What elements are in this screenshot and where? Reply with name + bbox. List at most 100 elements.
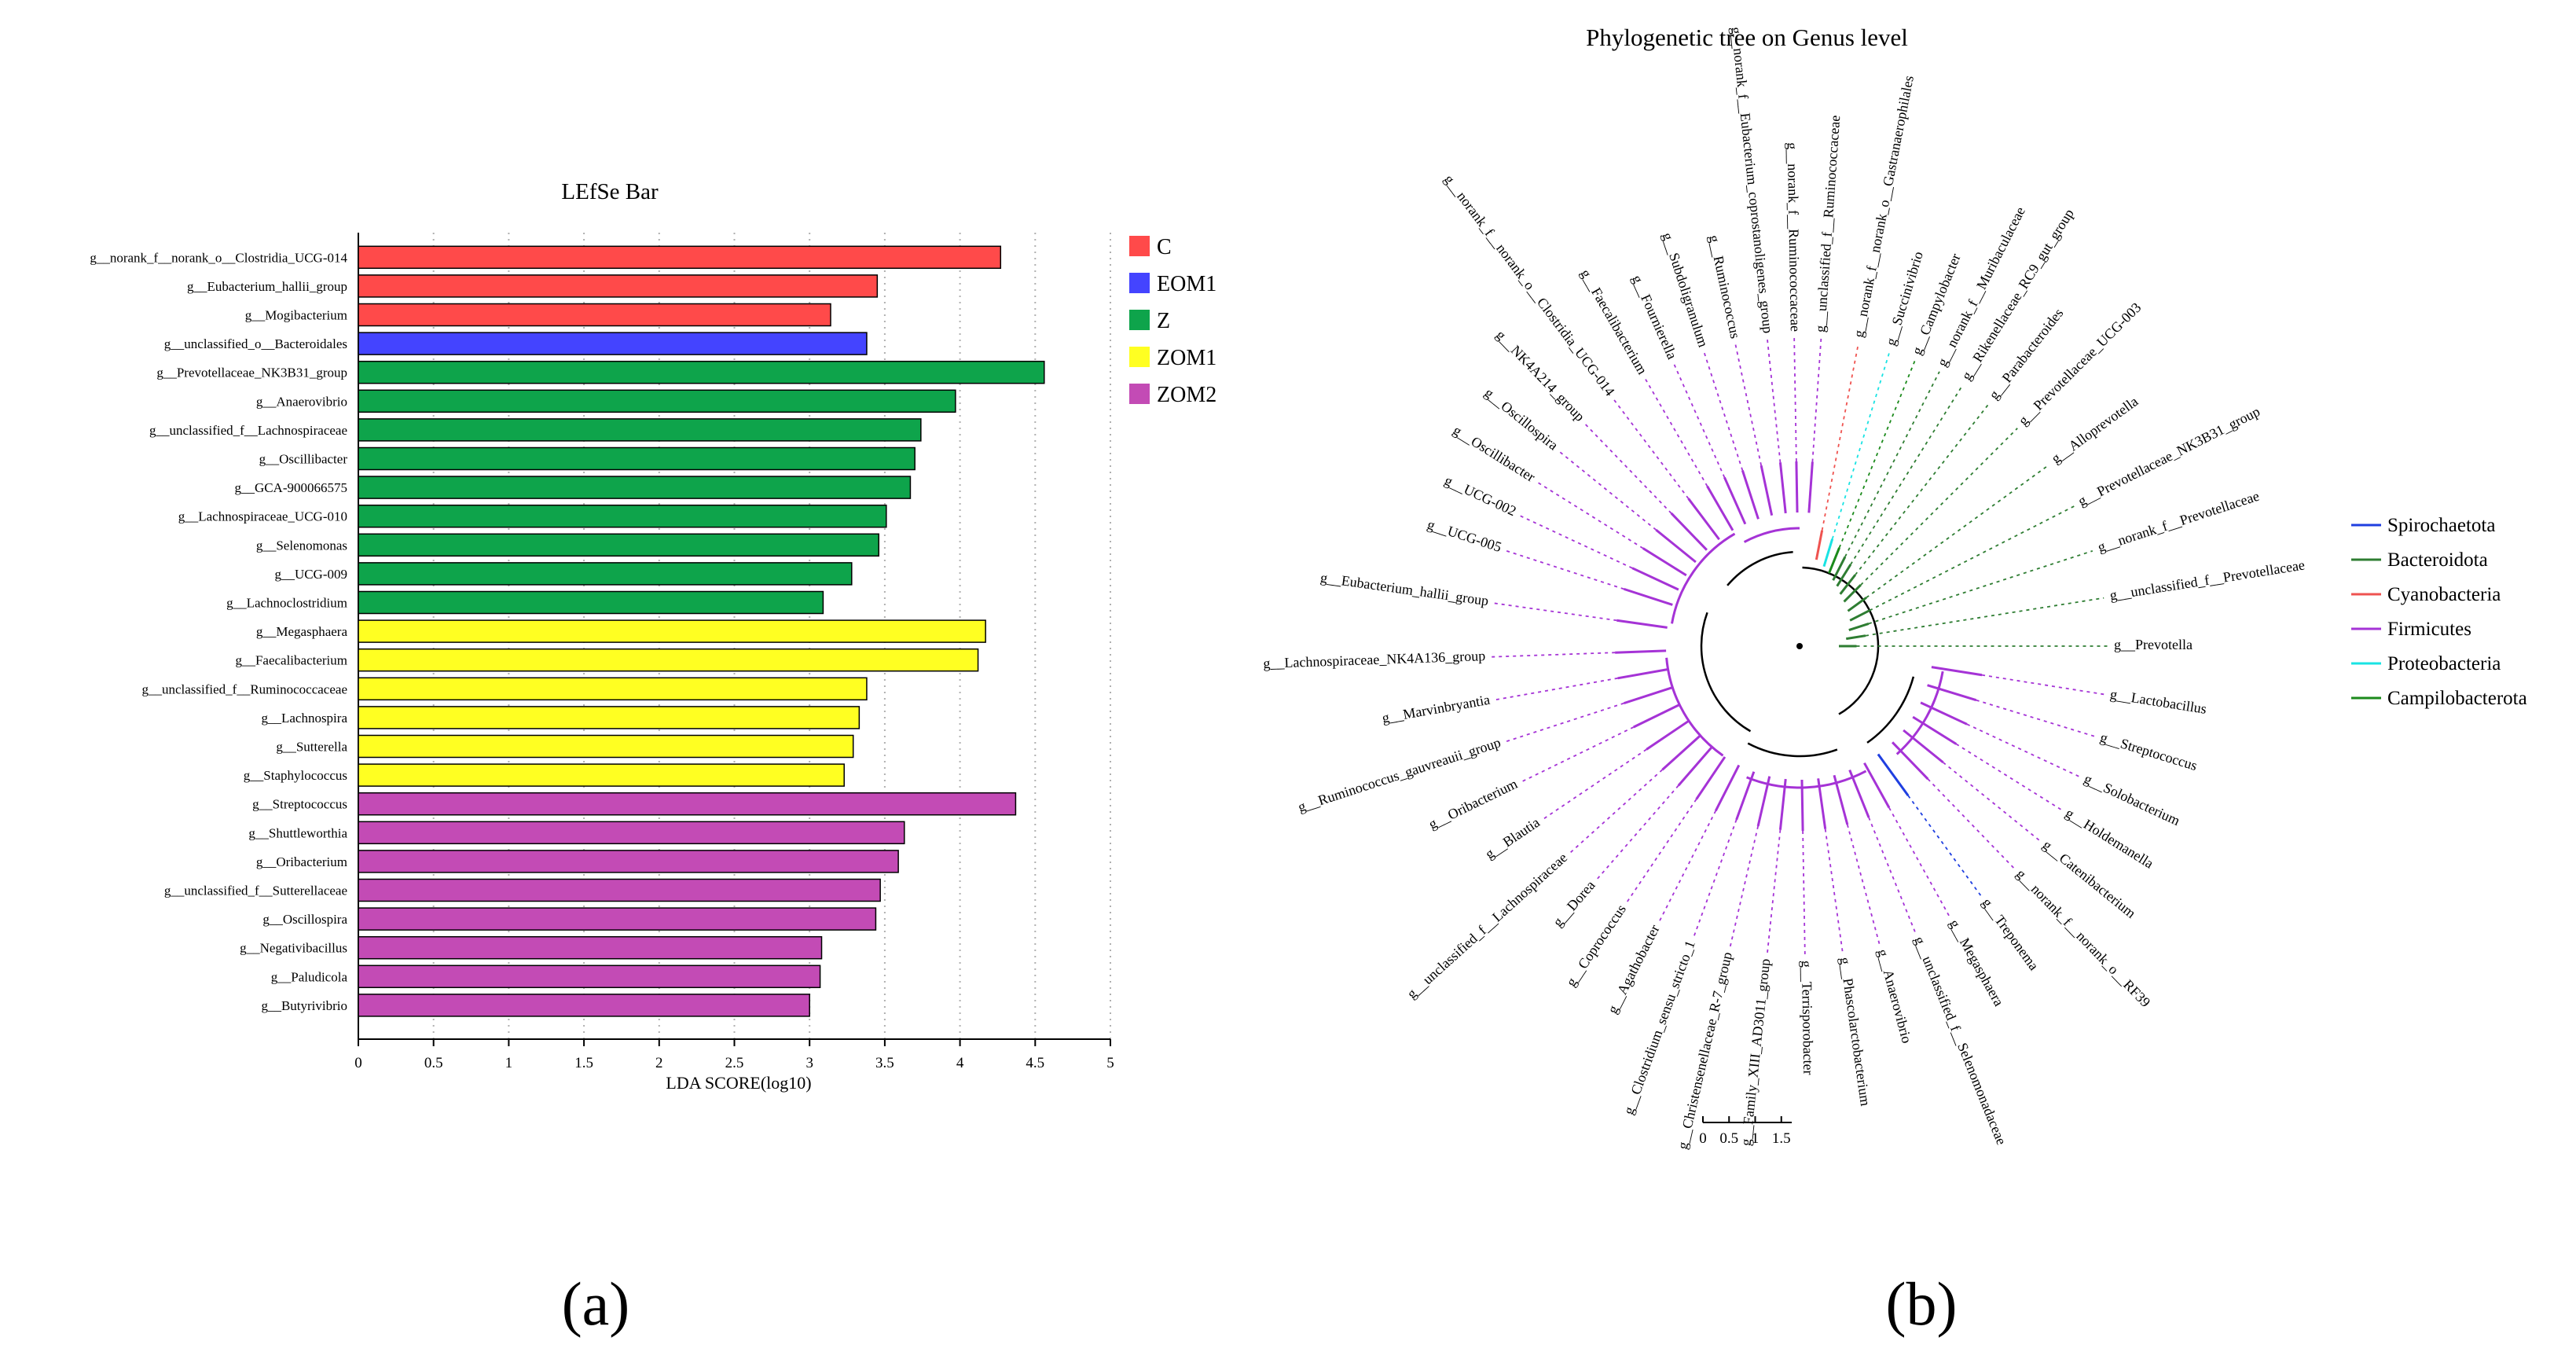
tree-leader: [1597, 784, 1679, 880]
x-tick-label: 1: [505, 1055, 513, 1071]
legend-swatch: [1129, 236, 1150, 256]
bar-label: g__Megasphaera: [256, 624, 348, 639]
tree-branch: [1836, 564, 1852, 587]
tree-branch: [1815, 530, 1824, 560]
tree-branch: [1741, 470, 1760, 520]
tree-leaf-label: g__Ruminococcus: [1706, 233, 1743, 340]
bar-label: g__Prevotellaceae_NK3B31_group: [156, 366, 347, 380]
lefse-x-axis: 0 0.5 1 1.5 2 2.5 3 3.5 4 4.5 5: [354, 1038, 1114, 1071]
tree-branch: [1846, 634, 1866, 641]
bar: [358, 476, 912, 499]
scale-tick-label: 0: [1699, 1130, 1707, 1147]
bar-label: g__Lachnoclostridium: [226, 596, 347, 611]
tree-leaf-label: g__Treponema: [1980, 895, 2042, 973]
tree-leaf-label: g__UCG-002: [1442, 472, 1518, 520]
panel-label-a: (a): [562, 1269, 630, 1338]
bar-label: g__unclassified_f__Ruminococcaceae: [141, 682, 347, 696]
tree-branch: [1848, 622, 1870, 632]
tree-branch: [1670, 512, 1708, 551]
tree-leader: [1838, 360, 1916, 549]
tree-leader: [1981, 674, 2104, 696]
tree-leader: [1506, 550, 1624, 590]
tree-arc: [1671, 532, 1736, 624]
tree-branch: [1931, 666, 1983, 677]
legend-swatch: [1129, 384, 1150, 404]
legend-label: ZOM1: [1157, 346, 1216, 370]
tree-leaf-label: g__norank_f__Prevotellaceae: [2096, 488, 2262, 555]
tree-branch: [1615, 649, 1667, 654]
tree-branch: [1912, 715, 1958, 745]
scale-tick-label: 1.5: [1772, 1130, 1791, 1147]
tree-leaf-label: g__norank_f__Eubacterium_coprostanoligen…: [1728, 26, 1776, 334]
tree-leaf-label: g__Megasphaera: [1947, 917, 2007, 1008]
tree-leaf-label: g__UCG-005: [1426, 516, 1503, 555]
bar: [358, 677, 868, 701]
bar-label: g__Negativibacillus: [240, 941, 347, 956]
tree-leaves: g__Prevotella g__unclassified_f__Prevotel…: [1263, 26, 2306, 1151]
tree-leader: [1495, 677, 1618, 700]
x-tick-label: 1.5: [574, 1055, 593, 1071]
bar-label: g__Oscillibacter: [259, 452, 348, 467]
tree-arc: [1665, 657, 1724, 757]
tree-leaf-label: g__unclassified_f__Selenomonadaceae: [1911, 934, 2009, 1147]
scale-tick-label: 1: [1752, 1130, 1760, 1147]
tree-leader: [1824, 828, 1844, 952]
tree-leader: [1927, 778, 2014, 869]
tree-legend-label: Firmicutes: [2387, 619, 2471, 640]
bar: [358, 389, 956, 413]
x-tick-label: 4: [956, 1055, 964, 1071]
tree-leader: [1492, 652, 1616, 658]
tree-branch: [1677, 746, 1713, 787]
tree-arc: [1802, 566, 1880, 715]
tree-leader: [1966, 723, 2079, 777]
tree-branch: [1863, 762, 1891, 809]
bar: [358, 533, 879, 557]
x-tick-label: 2.5: [725, 1055, 744, 1071]
tree-leader: [1868, 817, 1916, 932]
tree-branch: [1848, 770, 1870, 818]
tree-branch: [1631, 567, 1679, 591]
tree-scale-bar: 0 0.5 1 1.5: [1699, 1116, 1793, 1147]
tree-leaf-label: g__Dorea: [1550, 877, 1598, 930]
tree-leader: [1821, 344, 1859, 531]
bar-label: g__Butyrivibrio: [261, 998, 347, 1013]
panel-label-b: (b): [1886, 1269, 1958, 1338]
tree-leader: [1559, 451, 1657, 531]
tree-leader: [1613, 399, 1690, 499]
lefse-bar-panel: LEfSe Bar g__norank_f__norank_o__Clostri…: [90, 179, 1216, 1093]
bar-label: g__Eubacterium_hallii_group: [187, 279, 347, 294]
x-tick-label: 5: [1106, 1055, 1114, 1071]
tree-leader: [1520, 515, 1633, 569]
lefse-x-axis-label: LDA SCORE(log10): [666, 1073, 811, 1093]
tree-branch: [1832, 556, 1847, 581]
tree-branch: [1735, 771, 1756, 821]
tree-branch: [1892, 741, 1929, 781]
bar: [358, 332, 868, 355]
tree-arc: [1747, 742, 1838, 758]
bar: [358, 245, 1002, 270]
tree-arc: [1746, 770, 1867, 789]
tree-branch: [1817, 778, 1827, 829]
tree-leaf-label: g__Lachnospiraceae_NK4A136_group: [1263, 648, 1485, 671]
tree-leader: [1869, 505, 2075, 612]
bar: [358, 994, 810, 1017]
legend-swatch: [1129, 347, 1150, 367]
bar-label: g__unclassified_f__Lachnospiraceae: [149, 423, 347, 438]
tree-branch: [1655, 528, 1697, 564]
x-tick-label: 0: [354, 1055, 362, 1071]
bar-label: g__Oscillospira: [262, 912, 347, 927]
tree-leader: [1802, 830, 1806, 954]
bar: [358, 821, 905, 845]
tree-branch: [1723, 476, 1747, 525]
tree-branch: [1839, 574, 1856, 595]
tree-leader: [1673, 364, 1726, 478]
tree-branch: [1617, 668, 1668, 680]
tree-branch: [1714, 764, 1741, 812]
tree-legend-label: Bacteroidota: [2387, 549, 2488, 571]
tree-arc: [1700, 612, 1752, 733]
tree-leader: [1543, 748, 1647, 819]
tree-leader: [1793, 338, 1797, 462]
tree-branch: [1633, 704, 1680, 729]
legend-label: Z: [1157, 309, 1170, 333]
